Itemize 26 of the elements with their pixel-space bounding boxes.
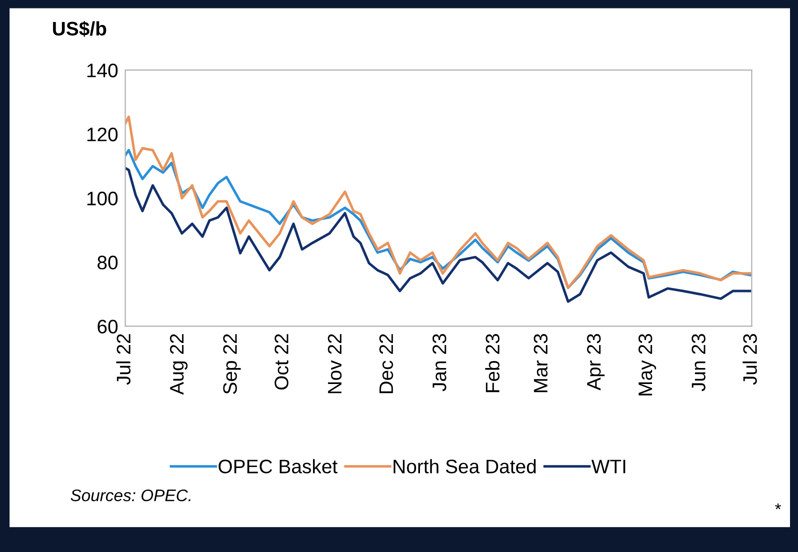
source-note: Sources: OPEC. <box>70 489 190 502</box>
x-tick-label: Oct 22 <box>274 334 288 390</box>
legend-label: WTI <box>591 460 626 474</box>
x-tick-label: Sep 22 <box>223 334 241 394</box>
line-series <box>125 166 752 303</box>
y-axis-title: US$/b <box>53 20 106 37</box>
y-tick-label: 100 <box>87 192 118 206</box>
y-tick-label: 120 <box>87 128 118 142</box>
x-tick-label: Feb 23 <box>485 334 500 392</box>
x-tick-label: Jul 22 <box>116 334 131 385</box>
y-tick-label: 60 <box>98 320 118 334</box>
x-tick-label: Aug 22 <box>170 334 188 395</box>
x-tick-label: May 23 <box>638 334 656 396</box>
y-tick-label: 140 <box>87 64 118 78</box>
text: * <box>775 503 782 510</box>
legend-label: North Sea Dated <box>394 459 536 474</box>
y-tick-label: 80 <box>98 256 118 270</box>
x-tick-label: Mar 23 <box>534 334 548 392</box>
line-series <box>125 116 752 290</box>
legend-label: OPEC Basket <box>218 459 338 474</box>
x-tick-label: Apr 23 <box>586 334 605 390</box>
x-tick-label: Jan 23 <box>432 334 446 392</box>
x-tick-label: Jul 23 <box>742 334 757 385</box>
x-tick-label: Jun 23 <box>692 334 706 392</box>
x-tick-label: Nov 22 <box>328 334 342 394</box>
x-tick-label: Dec 22 <box>379 334 394 394</box>
